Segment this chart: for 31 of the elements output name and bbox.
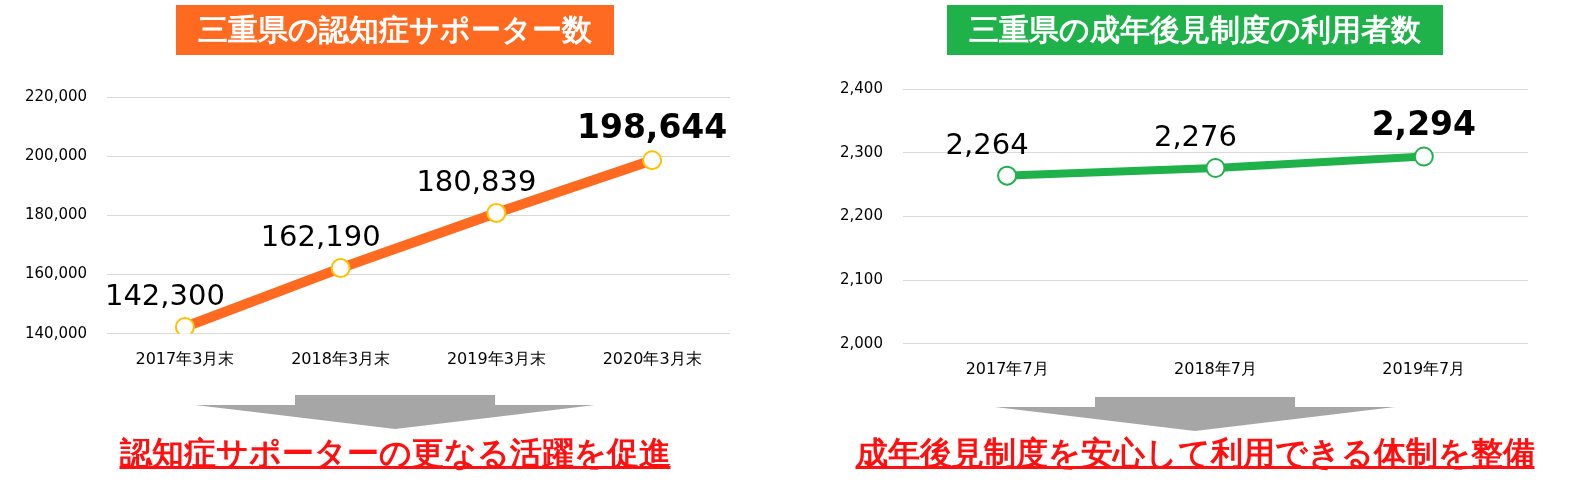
text: 2,264 (945, 126, 1029, 161)
x-tick-label: 2017年7月 (965, 358, 1049, 378)
y-tick-label: 200,000 (25, 146, 88, 165)
y-tick-label: 2,200 (839, 206, 883, 225)
y-tick-label: 2,100 (839, 269, 883, 288)
y-tick-label: 2,400 (839, 78, 883, 97)
y-tick-label: 140,000 (25, 323, 88, 342)
text: 180,839 (416, 163, 537, 198)
chart-title: 三重県の成年後見制度の利用者数 (947, 5, 1443, 55)
chart-title: 三重県の認知症サポーター数 (176, 5, 614, 55)
x-tick-label: 2018年3月末 (291, 348, 391, 368)
text: 142,300 (104, 277, 225, 312)
x-tick-label: 2019年7月 (1382, 358, 1466, 378)
x-tick-label: 2018年7月 (1174, 358, 1257, 378)
x-tick-label: 2020年3月末 (602, 348, 702, 368)
point (1413, 146, 1434, 167)
point (1205, 157, 1226, 178)
text: 162,190 (260, 219, 381, 254)
y-tick-label: 160,000 (25, 264, 88, 283)
x-tick-label: 2019年3月末 (446, 348, 546, 368)
y-tick-label: 2,000 (839, 333, 883, 352)
y-tick-label: 180,000 (25, 205, 88, 224)
text: 198,644 (576, 107, 728, 147)
y-tick-label: 220,000 (25, 86, 88, 105)
x-tick-label: 2017年3月末 (135, 348, 235, 368)
y-tick-label: 2,300 (839, 142, 883, 161)
text: 認知症サポーターの更なる活躍を促進 (119, 433, 671, 474)
point (997, 165, 1018, 186)
text: 2,294 (1371, 103, 1477, 143)
text: 2,276 (1153, 118, 1237, 153)
text: 成年後見制度を安心して利用できる体制を整備 (855, 433, 1535, 474)
